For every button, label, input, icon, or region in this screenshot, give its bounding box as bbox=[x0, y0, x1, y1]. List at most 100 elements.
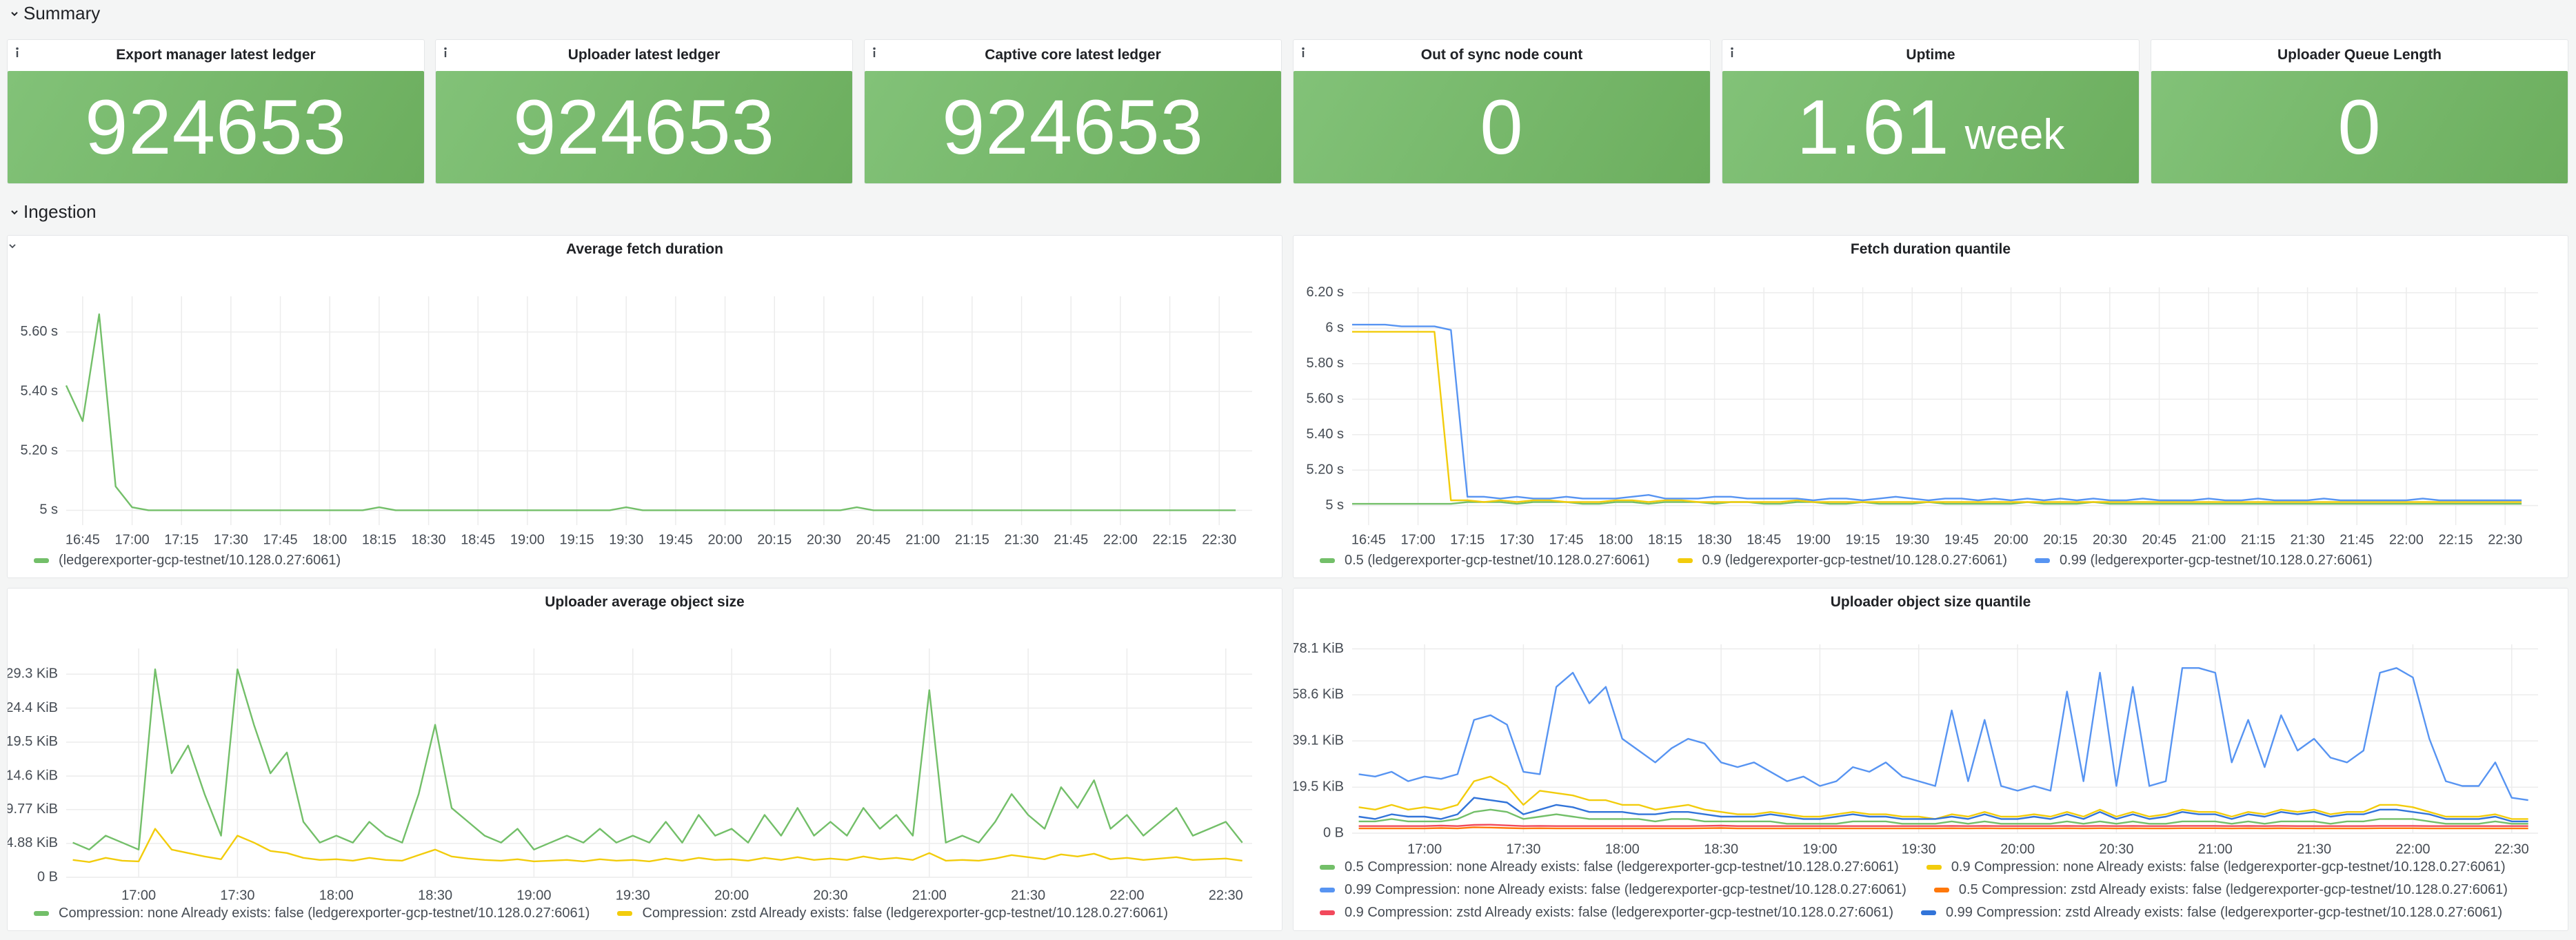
y-tick-label: 9.77 KiB bbox=[8, 801, 58, 817]
legend-item: 0.99 Compression: none Already exists: f… bbox=[1320, 879, 1906, 901]
series-line bbox=[1352, 501, 2522, 505]
x-tick-label: 22:15 bbox=[2439, 532, 2473, 547]
x-tick-label: 22:30 bbox=[2495, 841, 2529, 857]
legend-item: 0.5 Compression: zstd Already exists: fa… bbox=[1933, 879, 2508, 901]
y-tick-label: 19.5 KiB bbox=[8, 734, 58, 749]
info-icon[interactable] bbox=[14, 47, 20, 58]
info-icon[interactable] bbox=[1729, 47, 1735, 58]
chart-title-row: Fetch duration quantile bbox=[1294, 241, 2568, 258]
chart-panel: Average fetch duration 5 s 5.20 s 5.40 s 5.… bbox=[7, 235, 1282, 578]
series-line bbox=[1358, 826, 2528, 830]
stat-box: 0 bbox=[2151, 71, 2568, 183]
stat-title: Uploader latest ledger bbox=[567, 47, 721, 63]
x-tick-label: 22:15 bbox=[1153, 532, 1187, 547]
x-tick-label: 19:30 bbox=[1895, 532, 1929, 547]
series-line bbox=[1352, 331, 2522, 503]
y-tick-label: 0 B bbox=[1323, 825, 1344, 840]
x-tick-label: 18:30 bbox=[418, 888, 452, 903]
x-tick-label: 20:00 bbox=[708, 532, 743, 547]
chart: 5 s 5.20 s 5.40 s 5.60 s 5.80 s 6 s 6.20 s 16:4… bbox=[1307, 285, 2538, 547]
stat-panel: Uploader Queue Length 0 bbox=[2151, 39, 2568, 184]
legend-swatch bbox=[34, 558, 49, 563]
info-icon[interactable] bbox=[443, 47, 448, 58]
x-tick-label: 20:30 bbox=[2099, 841, 2133, 857]
section-header[interactable]: Ingestion bbox=[10, 201, 97, 223]
legend-label: 0.9 (ledgerexporter-gcp-testnet/10.128.0… bbox=[1702, 553, 2008, 568]
y-tick-label: 19.5 KiB bbox=[1294, 779, 1344, 794]
section-header[interactable]: Summary bbox=[10, 3, 100, 24]
info-icon[interactable] bbox=[1300, 47, 1306, 58]
y-tick-label: 5.20 s bbox=[21, 442, 58, 458]
x-tick-label: 17:15 bbox=[164, 532, 199, 547]
stat-box: 0 bbox=[1294, 71, 1710, 183]
x-tick-label: 18:00 bbox=[1598, 532, 1633, 547]
legend-item: Compression: none Already exists: false … bbox=[34, 902, 590, 925]
x-tick-label: 20:00 bbox=[2000, 841, 2035, 857]
chart-title: Uploader object size quantile bbox=[1830, 594, 2031, 610]
x-tick-label: 19:00 bbox=[516, 888, 551, 903]
x-tick-label: 19:15 bbox=[560, 532, 594, 547]
legend-swatch bbox=[1320, 888, 1335, 892]
y-tick-label: 5 s bbox=[39, 502, 58, 518]
x-tick-label: 20:45 bbox=[856, 532, 891, 547]
series-line bbox=[1358, 667, 2528, 801]
x-tick-label: 21:45 bbox=[2339, 532, 2374, 547]
legend-label: 0.99 (ledgerexporter-gcp-testnet/10.128.… bbox=[2060, 553, 2373, 568]
x-tick-label: 18:30 bbox=[1704, 841, 1738, 857]
stat-box: 924653 bbox=[8, 71, 424, 183]
x-tick-label: 19:30 bbox=[616, 888, 650, 903]
y-tick-label: 5.60 s bbox=[1307, 391, 1344, 406]
x-tick-label: 20:30 bbox=[807, 532, 841, 547]
stat-title: Uploader Queue Length bbox=[2277, 47, 2442, 63]
legend-item: 0.9 Compression: zstd Already exists: fa… bbox=[1320, 901, 1893, 924]
chart: 0 B 19.5 KiB 39.1 KiB 58.6 KiB 78.1 KiB 17:00… bbox=[1294, 641, 2538, 857]
x-tick-label: 21:00 bbox=[2191, 532, 2226, 547]
series-line bbox=[1358, 797, 2528, 823]
y-tick-label: 78.1 KiB bbox=[1294, 641, 1344, 656]
chart-title: Average fetch duration bbox=[566, 241, 723, 257]
series-line bbox=[72, 828, 1242, 864]
legend-label: Compression: none Already exists: false … bbox=[59, 906, 590, 921]
x-tick-label: 22:30 bbox=[2488, 532, 2522, 547]
legend-label: (ledgerexporter-gcp-testnet/10.128.0.27:… bbox=[59, 553, 341, 568]
x-tick-label: 21:30 bbox=[1011, 888, 1045, 903]
y-tick-label: 5.60 s bbox=[21, 324, 58, 339]
legend-label: 0.5 Compression: none Already exists: fa… bbox=[1345, 859, 1899, 875]
x-tick-label: 17:30 bbox=[220, 888, 254, 903]
legend-swatch bbox=[1926, 865, 1942, 870]
x-tick-label: 19:30 bbox=[1902, 841, 1936, 857]
chart-title-row[interactable]: Average fetch duration bbox=[8, 241, 1282, 258]
section-title: Ingestion bbox=[23, 201, 97, 222]
info-icon[interactable] bbox=[872, 47, 877, 58]
legend: 0.5 (ledgerexporter-gcp-testnet/10.128.0… bbox=[1320, 549, 2554, 572]
y-tick-label: 5.20 s bbox=[1307, 462, 1344, 477]
chart-title: Fetch duration quantile bbox=[1850, 241, 2011, 257]
y-tick-label: 5.40 s bbox=[1307, 427, 1344, 442]
chart: 0 B 4.88 KiB 9.77 KiB 14.6 KiB 19.5 KiB 24.4 … bbox=[8, 648, 1252, 903]
x-tick-label: 18:00 bbox=[312, 532, 347, 547]
legend-swatch bbox=[1320, 910, 1335, 915]
legend-label: 0.99 Compression: zstd Already exists: f… bbox=[1946, 905, 2503, 920]
x-tick-label: 17:30 bbox=[214, 532, 248, 547]
stat-box: 924653 bbox=[865, 71, 1281, 183]
chevron-icon bbox=[11, 11, 18, 16]
x-tick-label: 18:00 bbox=[319, 888, 354, 903]
legend-item: 0.99 Compression: zstd Already exists: f… bbox=[1921, 901, 2502, 924]
y-tick-label: 58.6 KiB bbox=[1294, 687, 1344, 702]
x-tick-label: 17:45 bbox=[1549, 532, 1584, 547]
stat-panel: Out of sync node count 0 bbox=[1293, 39, 1711, 184]
x-tick-label: 17:30 bbox=[1506, 841, 1540, 857]
x-tick-label: 17:15 bbox=[1450, 532, 1485, 547]
legend-label: 0.5 Compression: zstd Already exists: fa… bbox=[1958, 882, 2508, 897]
stat-title: Out of sync node count bbox=[1420, 47, 1583, 63]
legend-item: 0.9 (ledgerexporter-gcp-testnet/10.128.0… bbox=[1677, 549, 2008, 572]
x-tick-label: 18:15 bbox=[362, 532, 396, 547]
legend-swatch bbox=[1677, 558, 1693, 563]
x-tick-label: 17:00 bbox=[1401, 532, 1436, 547]
y-tick-label: 6 s bbox=[1325, 320, 1344, 335]
y-tick-label: 0 B bbox=[37, 869, 58, 884]
x-tick-label: 22:00 bbox=[2389, 532, 2424, 547]
stat-value: 924653 bbox=[513, 84, 775, 170]
series-line bbox=[72, 668, 1243, 850]
